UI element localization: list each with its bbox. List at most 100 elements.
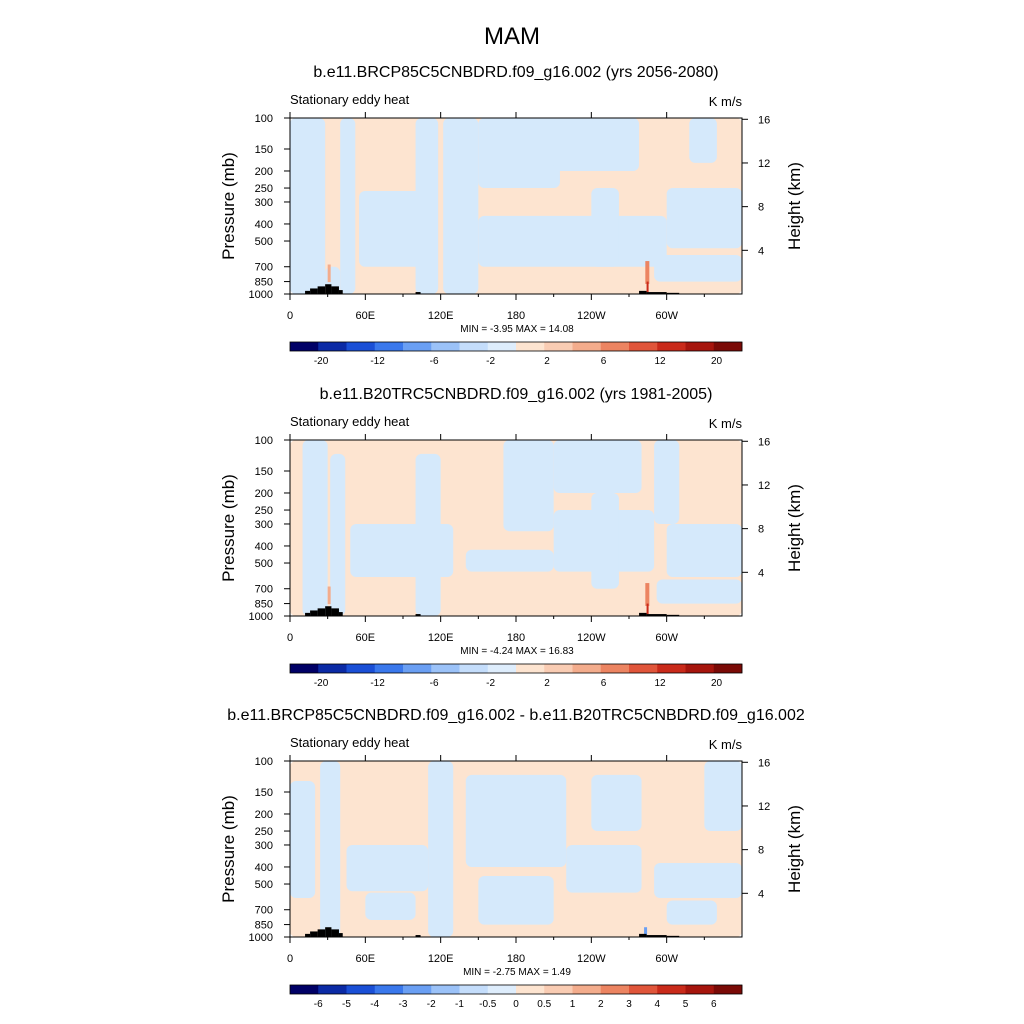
y-tick-label: 700 bbox=[255, 905, 273, 917]
panel-units: K m/s bbox=[709, 94, 743, 109]
colorbar-label: -2 bbox=[427, 999, 436, 1010]
x-tick-label: 60W bbox=[655, 632, 678, 644]
warm-spot bbox=[327, 264, 331, 283]
negative-region bbox=[302, 440, 328, 616]
terrain bbox=[310, 288, 318, 294]
terrain bbox=[666, 292, 680, 294]
y-tick-label: 300 bbox=[255, 197, 273, 209]
y-tick-label: 100 bbox=[255, 113, 273, 125]
colorbar-bin bbox=[374, 342, 404, 351]
terrain bbox=[415, 935, 421, 937]
terrain bbox=[331, 286, 339, 294]
terrain bbox=[338, 612, 343, 616]
colorbar: -20 -12 -6 -2 2 6 12 20 bbox=[289, 341, 743, 367]
x-tick-label: 120W bbox=[577, 632, 606, 644]
panel-units: K m/s bbox=[709, 416, 743, 431]
panel-title: b.e11.BRCP85C5CNBDRD.f09_g16.002 - b.e11… bbox=[227, 707, 805, 724]
colorbar-label: 4 bbox=[654, 999, 660, 1010]
terrain bbox=[317, 929, 326, 937]
warm-spot bbox=[646, 603, 649, 615]
colorbar: -20 -12 -6 -2 2 6 12 20 bbox=[289, 663, 743, 689]
terrain bbox=[666, 935, 680, 937]
colorbar-bin bbox=[516, 342, 545, 351]
terrain bbox=[666, 614, 680, 616]
colorbar-label: -20 bbox=[314, 678, 329, 689]
panel-units: K m/s bbox=[709, 737, 743, 752]
colorbar-label: 3 bbox=[626, 999, 632, 1010]
colorbar-bin bbox=[657, 664, 686, 673]
y-tick-label: 200 bbox=[255, 488, 273, 500]
y-axis-label: Pressure (mb) bbox=[219, 474, 238, 582]
negative-region bbox=[704, 761, 742, 832]
colorbar-bin bbox=[572, 342, 602, 351]
y2-tick-label: 16 bbox=[758, 114, 770, 126]
x-tick-label: 180 bbox=[507, 953, 525, 965]
terrain bbox=[305, 933, 311, 937]
panel-subtitle: Stationary eddy heat bbox=[290, 92, 410, 107]
colorbar-bin bbox=[713, 985, 743, 994]
colorbar-bin bbox=[544, 985, 573, 994]
colorbar-bin bbox=[657, 342, 686, 351]
warm-spot bbox=[645, 583, 650, 606]
colorbar-label: 6 bbox=[601, 678, 607, 689]
warm-spot bbox=[327, 586, 331, 605]
colorbar-label: -6 bbox=[314, 999, 323, 1010]
y-tick-label: 100 bbox=[255, 435, 273, 447]
colorbar-label: -1 bbox=[455, 999, 464, 1010]
negative-region bbox=[478, 875, 554, 925]
terrain bbox=[305, 612, 311, 616]
colorbar-frame bbox=[289, 984, 743, 995]
negative-region bbox=[428, 761, 454, 937]
colorbar-label: -12 bbox=[370, 356, 385, 367]
colorbar-bin bbox=[657, 985, 686, 994]
min-max-stats: MIN = -3.95 MAX = 14.08 bbox=[460, 324, 574, 335]
y2-tick-label: 4 bbox=[758, 245, 764, 257]
colorbar-bin bbox=[290, 985, 319, 994]
negative-region bbox=[553, 118, 640, 171]
colorbar-bin bbox=[713, 664, 743, 673]
y2-tick-label: 8 bbox=[758, 524, 764, 536]
colorbar-bin bbox=[600, 664, 630, 673]
x-tick-label: 180 bbox=[507, 632, 525, 644]
x-tick-label: 0 bbox=[287, 953, 293, 965]
y-tick-label: 850 bbox=[255, 599, 273, 611]
colorbar-frame bbox=[289, 341, 743, 352]
terrain bbox=[338, 290, 343, 294]
terrain bbox=[325, 606, 332, 616]
colorbar-label: 2 bbox=[544, 356, 550, 367]
colorbar-bin bbox=[459, 985, 489, 994]
colorbar-label: -0.5 bbox=[479, 999, 497, 1010]
negative-region bbox=[654, 440, 680, 524]
colorbar-bin bbox=[346, 342, 376, 351]
terrain bbox=[331, 929, 339, 937]
panel-title: b.e11.BRCP85C5CNBDRD.f09_g16.002 (yrs 20… bbox=[313, 64, 718, 81]
negative-region bbox=[591, 492, 619, 589]
colorbar-bin bbox=[346, 664, 376, 673]
colorbar-bin bbox=[516, 664, 545, 673]
colorbar-bin bbox=[544, 342, 573, 351]
y-tick-label: 250 bbox=[255, 826, 273, 838]
y-tick-label: 150 bbox=[255, 787, 273, 799]
negative-region bbox=[654, 254, 742, 282]
colorbar-label: 20 bbox=[711, 678, 723, 689]
y-tick-label: 850 bbox=[255, 277, 273, 289]
negative-region bbox=[689, 118, 717, 163]
y-tick-label: 150 bbox=[255, 466, 273, 478]
colorbar-bin bbox=[685, 342, 715, 351]
colorbar-frame bbox=[289, 663, 743, 674]
colorbar-bin bbox=[290, 664, 319, 673]
plot-shading bbox=[290, 118, 742, 294]
negative-region bbox=[415, 453, 441, 616]
min-max-stats: MIN = -2.75 MAX = 1.49 bbox=[463, 967, 571, 978]
colorbar-label: 1 bbox=[570, 999, 576, 1010]
plot-shading bbox=[290, 440, 742, 616]
negative-region bbox=[465, 774, 567, 867]
terrain bbox=[325, 927, 332, 937]
panel-1: b.e11.BRCP85C5CNBDRD.f09_g16.002 (yrs 20… bbox=[219, 64, 804, 367]
y-tick-label: 250 bbox=[255, 183, 273, 195]
plot-shading bbox=[290, 761, 742, 937]
y-tick-label: 300 bbox=[255, 840, 273, 852]
terrain bbox=[317, 286, 326, 294]
y2-tick-label: 8 bbox=[758, 845, 764, 857]
